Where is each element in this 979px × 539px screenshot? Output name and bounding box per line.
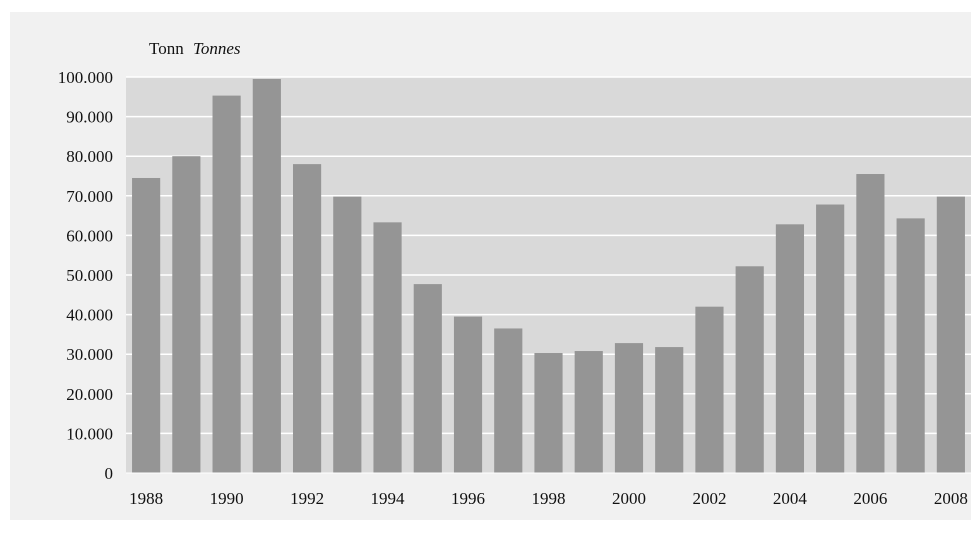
bar-1997	[494, 328, 523, 473]
y-axis-ticks: 0 10.000 20.000 30.000 40.000 50.000 60.000 70.…	[58, 68, 113, 483]
x-tick-label: 1996	[451, 489, 485, 508]
y-tick-label: 40.000	[66, 306, 113, 325]
bar-2004	[775, 224, 805, 473]
bar-2001	[655, 347, 684, 473]
bars	[132, 78, 965, 474]
x-tick-label: 1992	[290, 489, 324, 508]
bar-2000	[614, 343, 644, 473]
bar-1990	[212, 95, 241, 473]
x-tick-label: 1990	[210, 489, 244, 508]
y-unit-label: Tonn Tonnes	[149, 39, 241, 58]
bar-1996	[453, 316, 483, 473]
y-tick-label: 20.000	[66, 385, 113, 404]
bar-1994	[373, 222, 402, 473]
y-tick-label: 50.000	[66, 266, 113, 285]
bar-2007	[896, 218, 925, 473]
bar-1992	[292, 164, 322, 473]
bar-1993	[333, 196, 362, 474]
bar-1998	[534, 353, 563, 473]
y-tick-label: 90.000	[66, 108, 113, 127]
x-tick-label: 1988	[129, 489, 163, 508]
bar-2002	[695, 306, 724, 473]
bar-1995	[413, 284, 442, 473]
x-tick-label: 1998	[532, 489, 566, 508]
y-tick-label: 80.000	[66, 147, 113, 166]
y-tick-label: 10.000	[66, 424, 113, 443]
x-tick-label: 1994	[371, 489, 406, 508]
x-axis-ticks: 1988 1990 1992 1994 1996 1998 2000 2002 2004 2006…	[129, 489, 968, 508]
y-tick-label: 60.000	[66, 226, 113, 245]
y-tick-label: 30.000	[66, 345, 113, 364]
bar-1989	[172, 156, 201, 473]
bar-2008	[936, 196, 965, 474]
x-tick-label: 2004	[773, 489, 808, 508]
bar-2006	[856, 174, 885, 473]
y-unit-label-no: Tonn	[149, 39, 184, 58]
y-unit-label-en: Tonnes	[193, 39, 241, 58]
y-tick-label: 70.000	[66, 187, 113, 206]
bar-1991	[252, 78, 281, 473]
bar-1999	[574, 351, 603, 473]
bar-2005	[816, 204, 845, 473]
x-tick-label: 2006	[853, 489, 887, 508]
x-tick-label: 2000	[612, 489, 646, 508]
y-tick-label: 0	[105, 464, 114, 483]
y-tick-label: 100.000	[58, 68, 113, 87]
x-tick-label: 2002	[692, 489, 726, 508]
x-tick-label: 2008	[934, 489, 968, 508]
bar-1988	[132, 177, 161, 474]
bar-2003	[735, 266, 764, 473]
